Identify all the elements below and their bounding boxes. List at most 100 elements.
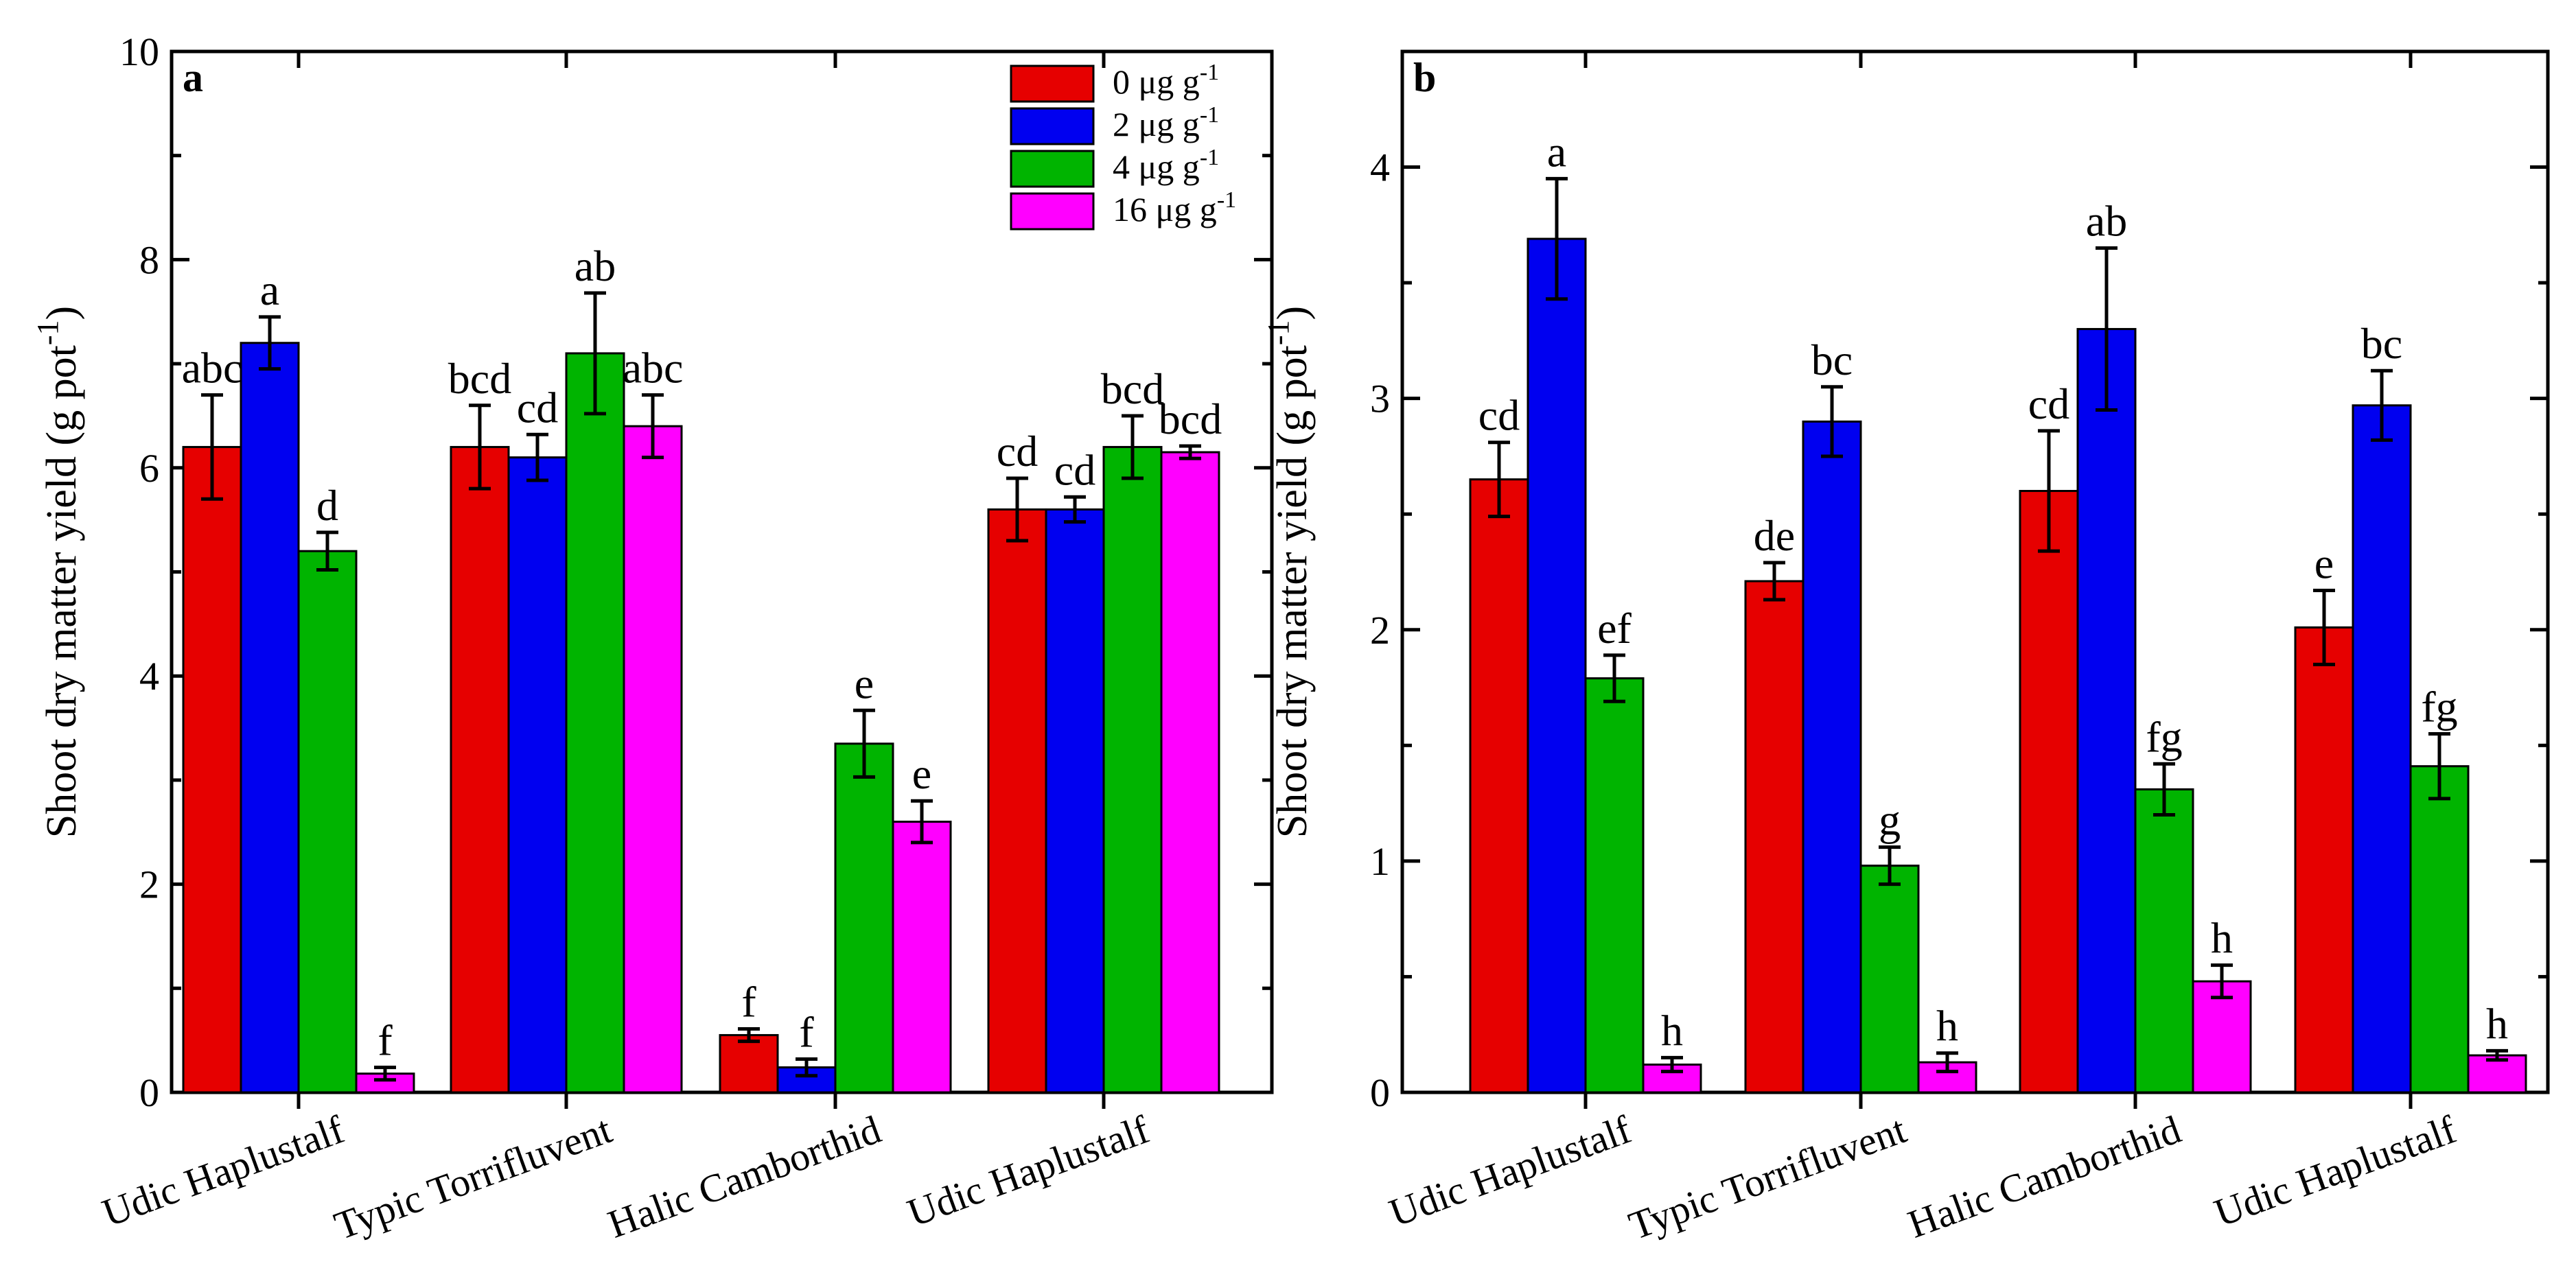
y-axis-title: Shoot dry matter yield (g pot-1) — [31, 306, 85, 838]
bar-2-0 — [297, 550, 358, 1094]
x-category-label: Halic Camborthid — [1902, 1107, 2186, 1247]
y-tick-label: 8 — [139, 237, 159, 282]
legend-label-main: 16 μg g — [1113, 190, 1217, 228]
bar-1-3 — [1045, 508, 1105, 1094]
x-category-label: Udic Haplustalf — [97, 1107, 350, 1235]
y-tick-label: 4 — [139, 654, 159, 699]
legend-label-sup: -1 — [1200, 102, 1219, 128]
bar-1-1 — [507, 456, 568, 1094]
significance-letter: a — [260, 266, 279, 314]
legend-label: 0 μg g-1 — [1113, 60, 1219, 101]
y-tick-label: 4 — [1370, 145, 1390, 190]
significance-letter: h — [2486, 999, 2508, 1048]
bar-3-2 — [892, 821, 952, 1094]
significance-letter: fg — [2421, 682, 2457, 731]
panel-label: a — [183, 55, 203, 100]
bar-2-1 — [565, 352, 625, 1094]
bar-2-3 — [1102, 445, 1163, 1094]
y-tick-label: 1 — [1370, 839, 1390, 884]
significance-letter: e — [855, 659, 874, 707]
bar-2-3 — [2409, 765, 2470, 1094]
y-tick-label: 10 — [119, 30, 159, 74]
bar-2-2 — [834, 742, 894, 1094]
bar-2-1 — [1859, 865, 1920, 1094]
bar-1-0 — [1527, 237, 1587, 1094]
significance-letter: abc — [623, 344, 684, 392]
significance-letter: cd — [2028, 379, 2069, 428]
significance-letter: f — [799, 1007, 814, 1056]
legend-label: 2 μg g-1 — [1113, 102, 1219, 143]
y-tick-label: 6 — [139, 446, 159, 491]
legend-label-main: 0 μg g — [1113, 62, 1200, 101]
y-tick-label: 0 — [1370, 1070, 1390, 1115]
bar-1-3 — [2352, 404, 2412, 1094]
y-axis-title-tail: ) — [38, 306, 85, 320]
y-axis-title-tail: ) — [1269, 306, 1316, 320]
y-axis-title: Shoot dry matter yield (g pot-1) — [1262, 306, 1316, 838]
legend-label-sup: -1 — [1200, 145, 1219, 170]
bar-3-1 — [623, 425, 683, 1094]
significance-letter: e — [912, 749, 931, 798]
panel-label: b — [1413, 55, 1436, 100]
y-axis-title-sup: -1 — [1262, 320, 1295, 345]
bar-0-3 — [2294, 626, 2354, 1094]
significance-letter: bc — [1811, 336, 1853, 384]
y-tick-label: 3 — [1370, 377, 1390, 421]
significance-letter: abc — [182, 344, 243, 392]
significance-letter: a — [1547, 127, 1566, 176]
significance-letter: bcd — [1159, 395, 1222, 443]
significance-letter: ab — [575, 242, 616, 290]
significance-letter: h — [2211, 914, 2233, 963]
legend-swatch-0 — [1010, 64, 1095, 103]
y-axis-title-sup: -1 — [31, 320, 65, 345]
significance-letter: cd — [1478, 391, 1520, 440]
significance-letter: cd — [517, 383, 558, 432]
significance-letter: ab — [2086, 197, 2127, 246]
significance-letter: h — [1936, 1002, 1958, 1051]
panel-b: 0 1 2 3 4 Shoot dry matter yield (g pot-1) b Ud… — [1262, 49, 2550, 1248]
significance-letter: bc — [2361, 319, 2402, 368]
significance-letter: bcd — [448, 354, 511, 403]
significance-letter: d — [316, 481, 338, 530]
bar-1-1 — [1802, 420, 1862, 1094]
bar-0-2 — [719, 1034, 779, 1094]
significance-letter: e — [2314, 539, 2334, 587]
bar-0-1 — [450, 445, 510, 1094]
bar-0-0 — [182, 445, 242, 1094]
bar-3-2 — [2192, 980, 2252, 1094]
bar-0-3 — [987, 508, 1047, 1094]
legend-label-sup: -1 — [1200, 60, 1219, 85]
bar-2-0 — [1584, 677, 1645, 1094]
bar-3-3 — [1160, 451, 1220, 1094]
y-tick-label: 0 — [139, 1070, 159, 1115]
legend-label-main: 4 μg g — [1113, 148, 1200, 186]
significance-letter: g — [1879, 796, 1901, 845]
y-tick-label: 2 — [1370, 608, 1390, 653]
legend-label-main: 2 μg g — [1113, 105, 1200, 143]
significance-letter: fg — [2146, 712, 2182, 761]
significance-letter: f — [378, 1016, 393, 1065]
bar-0-1 — [1744, 580, 1805, 1094]
y-axis-title-main: Shoot dry matter yield (g pot — [38, 345, 85, 838]
x-category-label: Typic Torrifluvent — [329, 1107, 618, 1248]
significance-letter: cd — [997, 427, 1038, 476]
significance-letter: bcd — [1101, 364, 1164, 413]
bar-1-0 — [240, 342, 300, 1094]
bar-0-2 — [2019, 490, 2079, 1094]
x-category-label: Udic Haplustalf — [902, 1107, 1155, 1235]
bar-2-2 — [2134, 788, 2194, 1094]
x-category-label: Udic Haplustalf — [2209, 1107, 2462, 1235]
legend-swatch-3 — [1010, 192, 1095, 231]
y-axis-title-main: Shoot dry matter yield (g pot — [1269, 345, 1316, 838]
significance-letter: ef — [1597, 604, 1632, 653]
x-category-label: Typic Torrifluvent — [1623, 1107, 1912, 1248]
legend-swatch-1 — [1010, 107, 1095, 145]
legend-swatch-2 — [1010, 150, 1095, 188]
legend-label-sup: -1 — [1217, 187, 1236, 213]
significance-letter: cd — [1054, 445, 1095, 494]
bar-0-0 — [1469, 478, 1529, 1094]
significance-letter: de — [1754, 511, 1795, 560]
legend-label: 4 μg g-1 — [1113, 145, 1219, 186]
significance-letter: h — [1661, 1006, 1683, 1055]
